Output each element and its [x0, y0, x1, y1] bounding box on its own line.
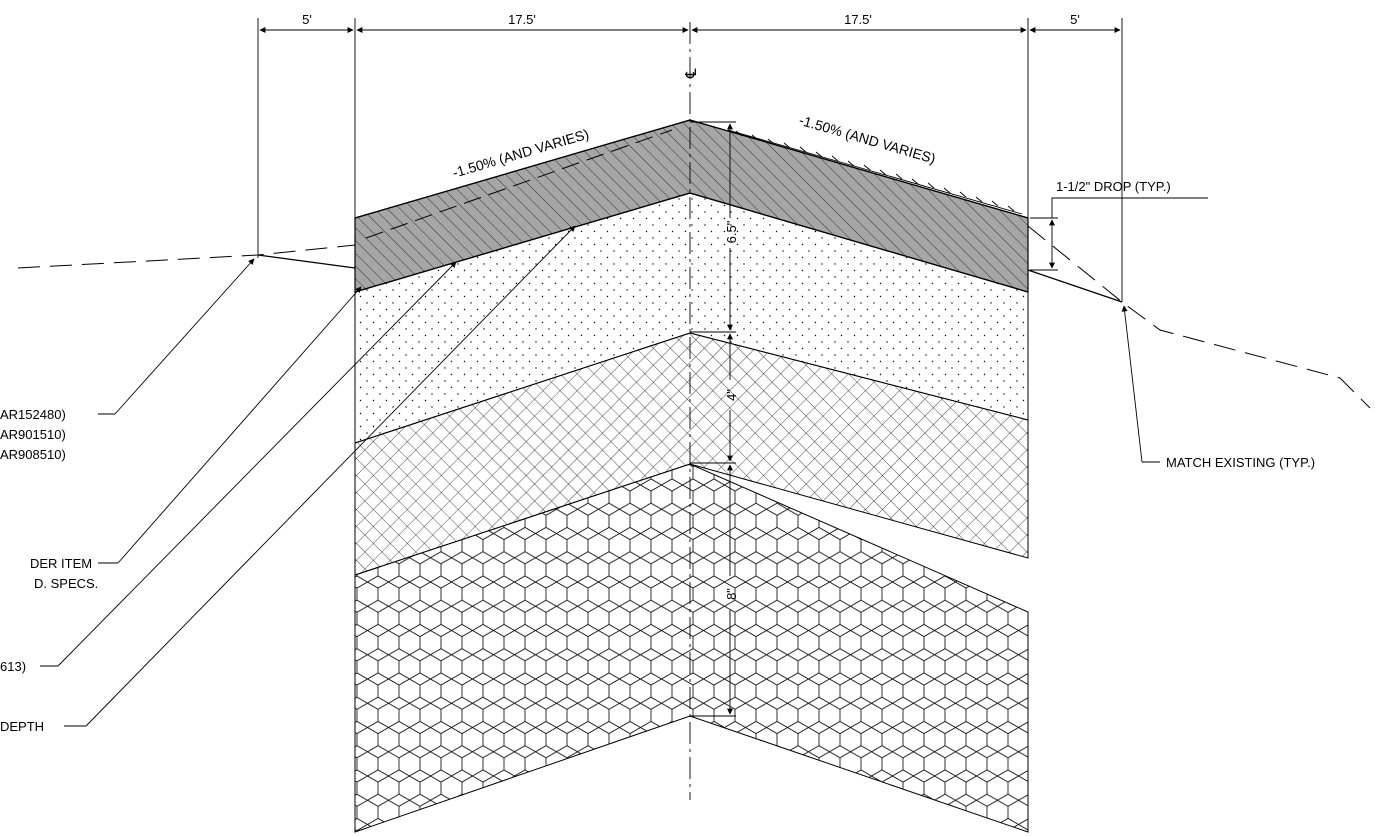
dim-right-shoulder: 5'	[1070, 12, 1080, 27]
drop-callout: 1-1/2" DROP (TYP.)	[1056, 179, 1171, 194]
milling-hatch	[727, 129, 1023, 215]
centerline-symbol: ℄	[683, 68, 700, 79]
dim-left-lane: 17.5'	[508, 12, 536, 27]
depth-surface: 6.5"	[724, 220, 739, 243]
dim-left-shoulder: 5'	[302, 12, 312, 27]
asphalt-bottom-line	[354, 192, 1029, 293]
depth-dimension-line	[690, 121, 736, 717]
top-dimension-line	[257, 18, 1123, 302]
shoulder-lines	[257, 254, 1123, 303]
depth-subbase: 8"	[724, 588, 739, 600]
left-label-4: DER ITEM	[30, 556, 92, 571]
dim-right-lane: 17.5'	[844, 12, 872, 27]
depth-base: 4"	[724, 389, 739, 401]
left-label-3: AR908510)	[0, 447, 66, 462]
match-existing-callout: MATCH EXISTING (TYP.)	[1166, 455, 1315, 470]
left-label-2: AR901510)	[0, 427, 66, 442]
pavement-layers	[354, 119, 1029, 833]
left-leaders	[40, 225, 576, 727]
asphalt-hatch	[355, 120, 1028, 292]
match-existing-leader	[1121, 305, 1160, 463]
left-label-5: D. SPECS.	[34, 576, 98, 591]
left-milling-line	[365, 129, 673, 239]
left-label-6: 613)	[0, 659, 26, 674]
left-label-7: DEPTH	[0, 719, 44, 734]
left-label-1: AR152480)	[0, 407, 66, 422]
drop-dimension	[1030, 197, 1208, 271]
